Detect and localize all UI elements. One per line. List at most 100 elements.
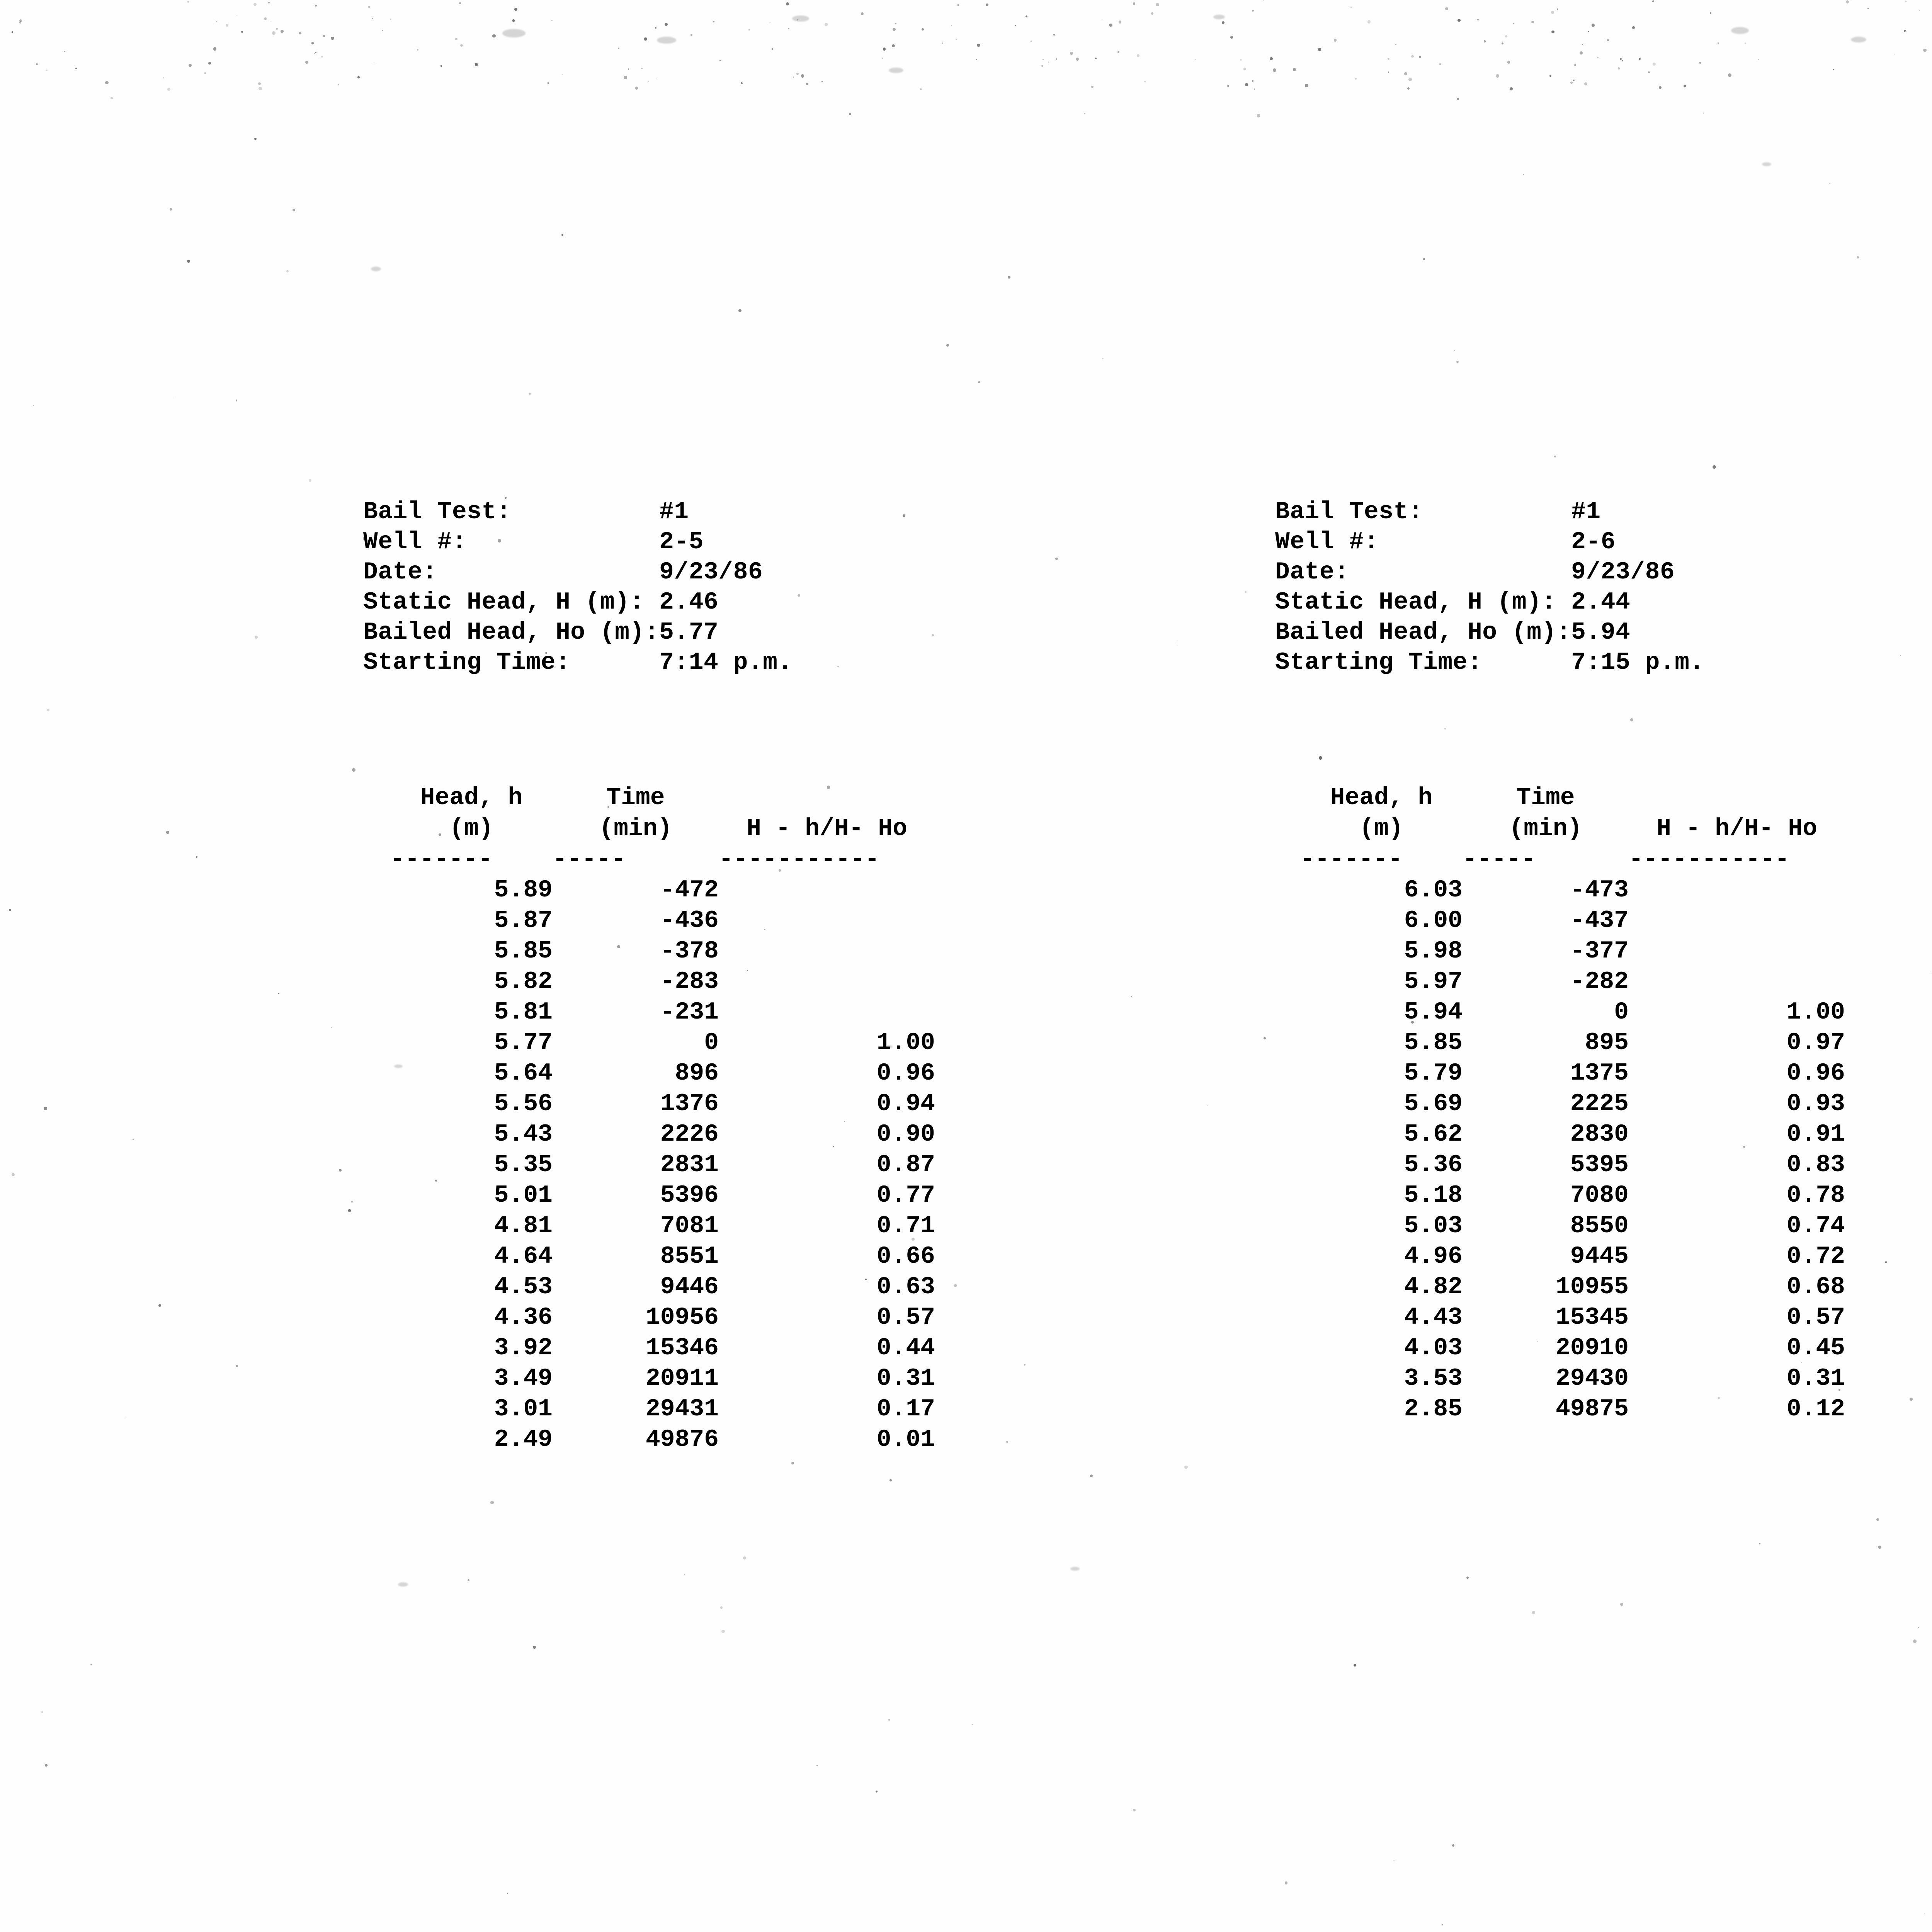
cell-head: 4.64 xyxy=(494,1242,553,1270)
table-row: 5.82 -283 xyxy=(390,966,935,997)
cell-ratio xyxy=(719,875,935,905)
meta-row: Static Head, H (m): 2.44 xyxy=(1275,587,1704,617)
cell-time: 9445 xyxy=(1570,1242,1629,1270)
cell-ratio xyxy=(719,936,935,966)
cell-time: 5396 xyxy=(660,1181,719,1209)
cell-time: 10955 xyxy=(1555,1273,1629,1301)
cell-ratio: 0.91 xyxy=(1786,1120,1845,1148)
cell-time: 10956 xyxy=(645,1303,719,1331)
cell-ratio xyxy=(1629,905,1845,936)
cell-head: 3.49 xyxy=(494,1364,553,1392)
cell-head: 5.69 xyxy=(1404,1090,1463,1117)
cell-time: 0 xyxy=(704,1029,719,1056)
meta-row: Date: 9/23/86 xyxy=(1275,557,1704,587)
cell-ratio: 0.97 xyxy=(1786,1029,1845,1056)
cell-ratio: 1.00 xyxy=(1786,998,1845,1026)
bail-test-report-right: Bail Test: #1 Well #: 2-6 Date: 9/23/86 … xyxy=(1275,437,1704,738)
meta-row: Starting Time: 7:15 p.m. xyxy=(1275,648,1704,678)
column-rule-row: ------- ----- ----------- xyxy=(390,845,935,875)
meta-label-date: Date: xyxy=(1275,558,1349,586)
cell-head: 5.87 xyxy=(494,906,553,934)
rule-time: ----- xyxy=(1463,846,1536,873)
meta-value-bail-test: #1 xyxy=(1571,498,1601,526)
table-row: 4.53 9446 0.63 xyxy=(390,1272,935,1302)
cell-head: 5.97 xyxy=(1404,968,1463,995)
col-header-head-line2: (m) xyxy=(1359,815,1403,842)
col-header-ratio-line2: H - h/H- Ho xyxy=(747,815,907,842)
col-header-time-line2: (min) xyxy=(599,815,672,842)
meta-label-bail-test: Bail Test: xyxy=(1275,498,1423,526)
cell-time: -282 xyxy=(1570,968,1629,995)
cell-time: 7080 xyxy=(1570,1181,1629,1209)
cell-ratio: 0.44 xyxy=(876,1334,935,1362)
meta-label-static-head: Static Head, H (m): xyxy=(363,588,645,616)
cell-head: 5.36 xyxy=(1404,1151,1463,1179)
table-row: 5.18 7080 0.78 xyxy=(1300,1180,1845,1211)
column-header-row-1: Head, h Time xyxy=(1300,783,1845,813)
table-row: 6.00 -437 xyxy=(1300,905,1845,936)
rule-time: ----- xyxy=(553,846,626,873)
meta-value-date: 9/23/86 xyxy=(1571,558,1675,586)
cell-time: 2831 xyxy=(660,1151,719,1179)
cell-time: 20911 xyxy=(645,1364,719,1392)
meta-label-bail-test: Bail Test: xyxy=(363,498,512,526)
cell-time: -377 xyxy=(1570,937,1629,965)
col-header-time-line1: Time xyxy=(606,784,665,811)
cell-ratio: 0.96 xyxy=(876,1059,935,1087)
table-row: 4.96 9445 0.72 xyxy=(1300,1241,1845,1272)
cell-time: 896 xyxy=(675,1059,719,1087)
table-row: 5.64 896 0.96 xyxy=(390,1058,935,1088)
table-row: 4.43 15345 0.57 xyxy=(1300,1302,1845,1333)
cell-ratio: 0.31 xyxy=(876,1364,935,1392)
data-table-body: 6.03 -473 6.00 -437 5.98 -377 5.97 -282 5.94 0 1.0… xyxy=(1300,875,1845,1424)
cell-time: 1376 xyxy=(660,1090,719,1117)
col-header-ratio-line2: H - h/H- Ho xyxy=(1656,815,1817,842)
meta-value-date: 9/23/86 xyxy=(659,558,763,586)
meta-label-static-head: Static Head, H (m): xyxy=(1275,588,1556,616)
cell-head: 5.79 xyxy=(1404,1059,1463,1087)
meta-value-starting-time: 7:15 p.m. xyxy=(1571,649,1704,676)
table-row: 5.87 -436 xyxy=(390,905,935,936)
cell-head: 6.00 xyxy=(1404,906,1463,934)
cell-head: 5.35 xyxy=(494,1151,553,1179)
rule-head: ------- xyxy=(390,846,493,873)
meta-value-starting-time: 7:14 p.m. xyxy=(659,649,793,676)
cell-ratio: 0.71 xyxy=(876,1212,935,1240)
table-row: 4.82 10955 0.68 xyxy=(1300,1272,1845,1302)
table-row: 5.81 -231 xyxy=(390,997,935,1027)
cell-time: 895 xyxy=(1585,1029,1629,1056)
col-header-time-line2: (min) xyxy=(1509,815,1582,842)
table-row: 5.36 5395 0.83 xyxy=(1300,1150,1845,1180)
cell-ratio: 0.68 xyxy=(1786,1273,1845,1301)
table-row: 5.85 895 0.97 xyxy=(1300,1027,1845,1058)
meta-value-well-number: 2-6 xyxy=(1571,528,1616,556)
table-row: 5.01 5396 0.77 xyxy=(390,1180,935,1211)
rule-ratio: ----------- xyxy=(719,846,879,873)
cell-head: 5.56 xyxy=(494,1090,553,1117)
cell-head: 4.43 xyxy=(1404,1303,1463,1331)
meta-label-well-number: Well #: xyxy=(1275,528,1379,556)
table-row: 4.81 7081 0.71 xyxy=(390,1211,935,1241)
bail-test-report-left: Bail Test: #1 Well #: 2-5 Date: 9/23/86 … xyxy=(363,437,793,738)
cell-time: 2226 xyxy=(660,1120,719,1148)
meta-value-well-number: 2-5 xyxy=(659,528,704,556)
col-header-head-line2: (m) xyxy=(449,815,493,842)
cell-head: 6.03 xyxy=(1404,876,1463,904)
table-row: 5.35 2831 0.87 xyxy=(390,1150,935,1180)
cell-ratio: 0.96 xyxy=(1786,1059,1845,1087)
table-row: 5.98 -377 xyxy=(1300,936,1845,966)
meta-label-date: Date: xyxy=(363,558,437,586)
cell-ratio: 0.87 xyxy=(876,1151,935,1179)
column-header-row-2: (m) (min) H - h/H- Ho xyxy=(1300,813,1845,845)
meta-value-bailed-head: 5.77 xyxy=(659,619,719,646)
cell-head: 5.82 xyxy=(494,968,553,995)
cell-time: 5395 xyxy=(1570,1151,1629,1179)
cell-ratio xyxy=(1629,936,1845,966)
report-header-left: Bail Test: #1 Well #: 2-5 Date: 9/23/86 … xyxy=(363,497,793,678)
cell-head: 5.81 xyxy=(494,998,553,1026)
cell-head: 5.94 xyxy=(1404,998,1463,1026)
col-header-ratio-line1 xyxy=(719,783,935,813)
table-row: 5.43 2226 0.90 xyxy=(390,1119,935,1150)
cell-time: 20910 xyxy=(1555,1334,1629,1362)
